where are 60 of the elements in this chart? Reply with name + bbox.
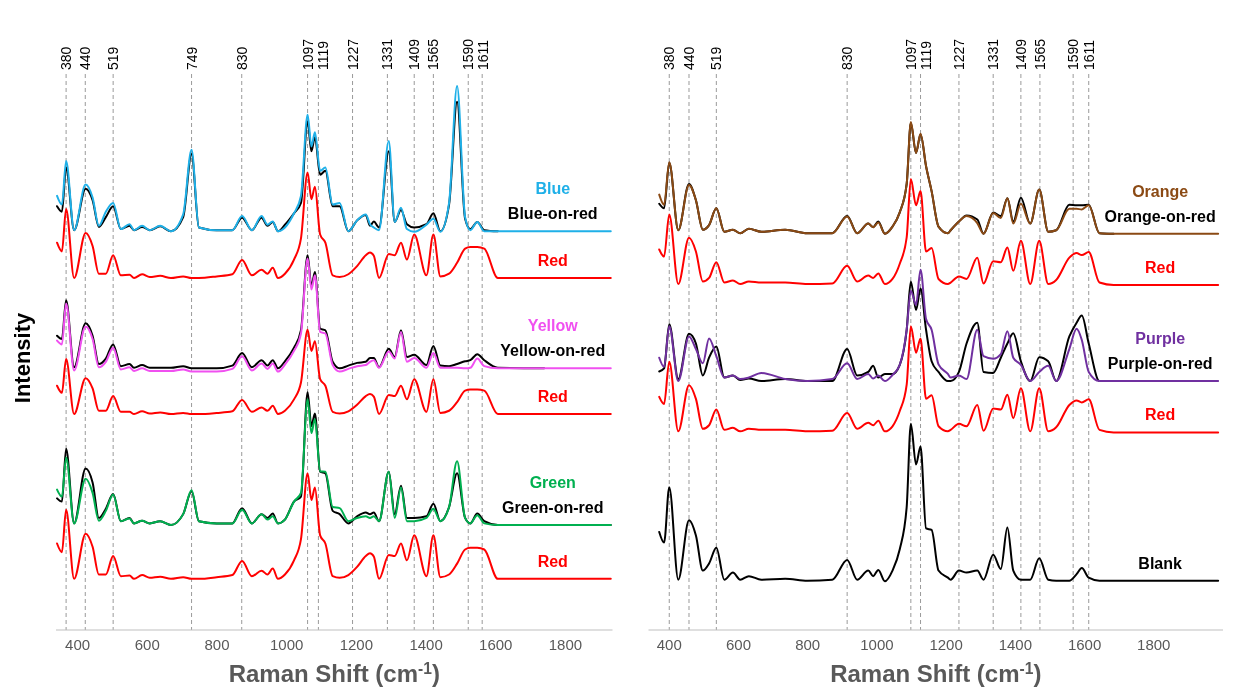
text: 380 xyxy=(661,46,678,70)
text: 519 xyxy=(105,46,122,70)
text: 1119 xyxy=(314,40,331,70)
x-tick-label: 600 xyxy=(134,636,160,653)
x-tick-label: 1000 xyxy=(860,636,894,653)
x-tick-label: 1600 xyxy=(479,636,513,653)
x-tick-label: 1800 xyxy=(548,636,583,653)
text: Purple xyxy=(1135,330,1186,348)
series-label: Red xyxy=(1145,406,1176,424)
series-label: Red xyxy=(537,252,568,270)
text: 1227 xyxy=(344,38,361,70)
text: 1565 xyxy=(1031,38,1048,70)
text: 1409 xyxy=(406,38,423,70)
text: 1097 xyxy=(299,38,316,70)
text: Blue xyxy=(535,180,571,198)
y-axis-title: Intensity xyxy=(10,312,35,404)
series-label: Red xyxy=(537,388,568,406)
text: 380 xyxy=(58,46,75,70)
x-tick-label: 400 xyxy=(656,636,682,653)
x-tick-label: 1400 xyxy=(998,636,1033,653)
x-tick-label: 1200 xyxy=(339,636,374,653)
x-axis-title: Raman Shift (cm$^{-1}$) xyxy=(228,659,440,687)
x-tick-label: 1000 xyxy=(270,636,304,653)
x-tick-label: 800 xyxy=(204,636,230,653)
x-tick-label: 1400 xyxy=(409,636,443,653)
text: 1119 xyxy=(917,40,934,70)
text: 1331 xyxy=(379,38,396,70)
text: 519 xyxy=(708,46,725,70)
text: 830 xyxy=(233,46,250,70)
text: 1611 xyxy=(475,39,492,70)
series-label: Blue-on-red xyxy=(507,205,598,223)
series-label: Red xyxy=(1145,259,1176,277)
series-label: Green-on-red xyxy=(502,499,604,517)
x-tick-label: 1600 xyxy=(1067,636,1102,653)
series-label: Orange-on-red xyxy=(1104,207,1216,225)
x-tick-label: 400 xyxy=(65,636,91,653)
series-label: Red xyxy=(537,552,568,570)
text: 1565 xyxy=(425,38,442,70)
text: Green xyxy=(529,474,576,492)
series-label: Blank xyxy=(1138,554,1183,572)
text: 830 xyxy=(839,46,856,70)
text: 1227 xyxy=(950,38,967,70)
text: 749 xyxy=(183,46,200,70)
text: Orange xyxy=(1132,182,1189,200)
series-label: Purple-on-red xyxy=(1107,355,1213,373)
text: 1590 xyxy=(1065,38,1082,70)
text: Yellow xyxy=(527,317,579,335)
text: 1409 xyxy=(1012,38,1029,70)
text: 1097 xyxy=(902,38,919,70)
series-label: Yellow-on-red xyxy=(500,342,606,360)
text: 1611 xyxy=(1080,39,1097,70)
x-tick-label: 600 xyxy=(725,636,751,653)
text: 440 xyxy=(680,46,697,70)
x-tick-label: 800 xyxy=(795,636,821,653)
text: 1590 xyxy=(460,38,477,70)
text: 440 xyxy=(77,46,94,70)
x-tick-label: 1200 xyxy=(929,636,963,653)
x-tick-label: 1800 xyxy=(1137,636,1171,653)
text: 1331 xyxy=(985,38,1002,70)
x-axis-title: Raman Shift (cm$^{-1}$) xyxy=(830,659,1042,687)
